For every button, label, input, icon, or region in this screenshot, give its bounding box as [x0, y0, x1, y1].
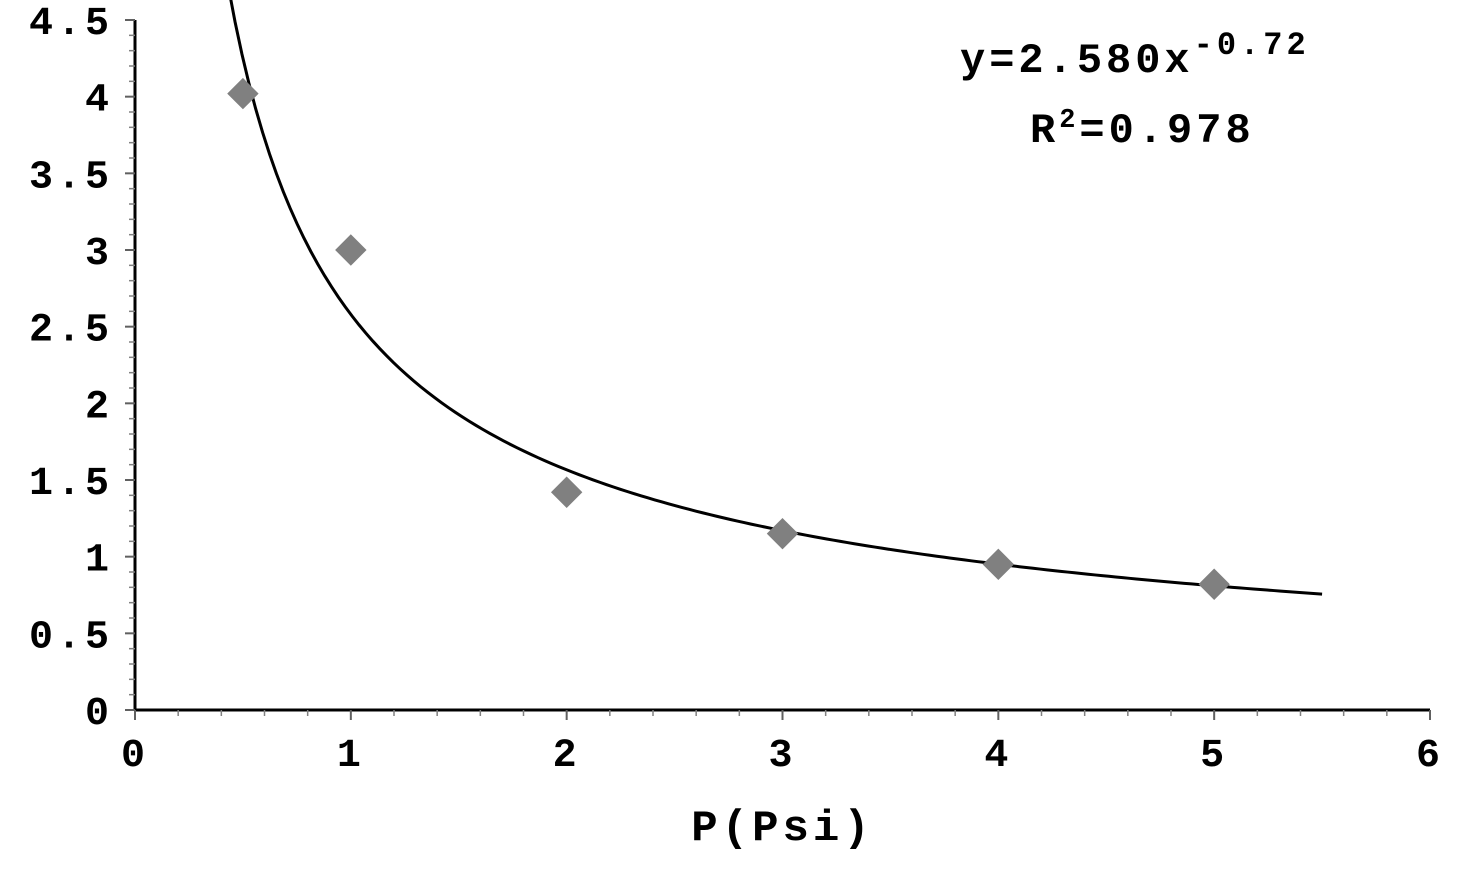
- chart-container: 0 0.5 1 1.5 2 2.5 3 3.5 4 4.5 0 1 2 3 4 5 6 P(Psi) y=2.…: [0, 0, 1470, 876]
- y-tick-label: 2: [85, 385, 113, 430]
- data-point: [336, 235, 366, 265]
- y-tick-label: 0: [85, 692, 113, 737]
- y-tick-label: 2.5: [29, 309, 113, 354]
- x-tick-label: 0: [121, 734, 149, 779]
- y-tick-label: 0.5: [29, 615, 113, 660]
- x-tick-label: 6: [1416, 734, 1444, 779]
- x-tick-label: 3: [768, 734, 796, 779]
- fit-curve: [221, 0, 1322, 594]
- x-tick-label: 2: [553, 734, 581, 779]
- data-point: [552, 477, 582, 507]
- x-tick-label: 4: [984, 734, 1012, 779]
- y-tick-label: 1.5: [29, 462, 113, 507]
- equation-line-1: y=2.580x-0.72: [960, 27, 1310, 86]
- y-tick-label: 1: [85, 539, 113, 584]
- y-tick-label: 3: [85, 232, 113, 277]
- x-tick-label: 5: [1200, 734, 1228, 779]
- data-point: [768, 519, 798, 549]
- equation-line-2: R2=0.978: [1030, 106, 1255, 155]
- data-point: [1199, 569, 1229, 599]
- chart-svg: 0 0.5 1 1.5 2 2.5 3 3.5 4 4.5 0 1 2 3 4 5 6 P(Psi) y=2.…: [0, 0, 1470, 876]
- equation-annotation: y=2.580x-0.72 R2=0.978: [960, 27, 1310, 156]
- scatter-points: [228, 79, 1229, 600]
- x-tick-label: 1: [337, 734, 365, 779]
- y-tick-label: 4.5: [29, 2, 113, 47]
- x-tick-labels: 0 1 2 3 4 5 6: [121, 734, 1444, 779]
- y-tick-label: 3.5: [29, 155, 113, 200]
- data-point: [983, 549, 1013, 579]
- y-tick-labels: 0 0.5 1 1.5 2 2.5 3 3.5 4 4.5: [29, 2, 113, 737]
- y-tick-label: 4: [85, 79, 113, 124]
- x-axis-label: P(Psi): [691, 804, 873, 854]
